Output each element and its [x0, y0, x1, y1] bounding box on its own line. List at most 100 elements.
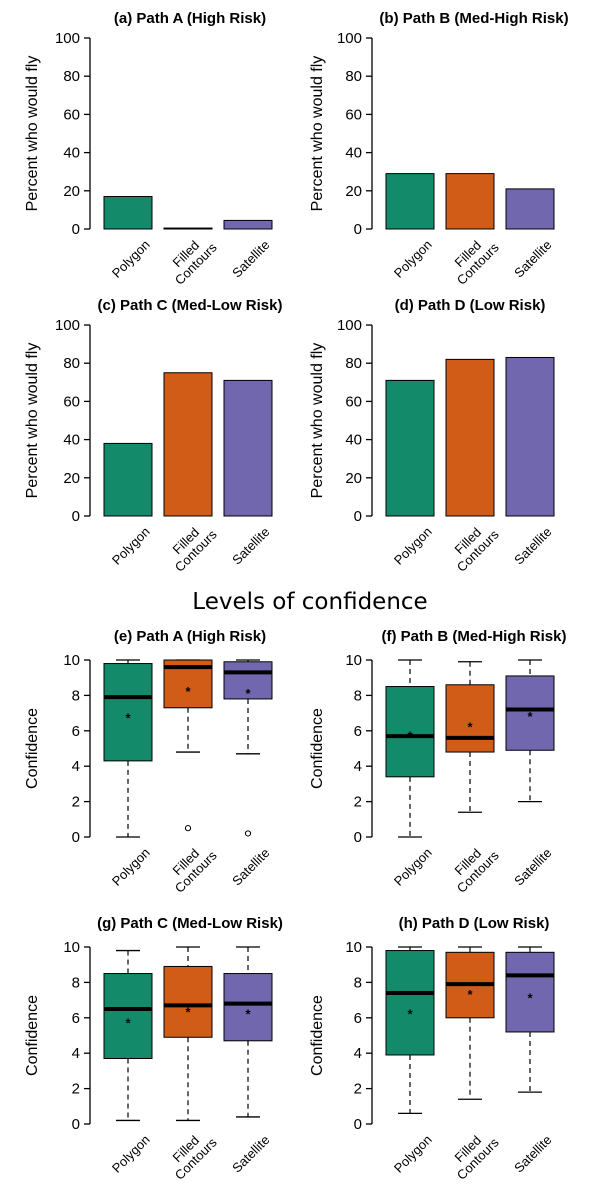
y-tick-label: 8 [72, 974, 80, 991]
y-tick-label: 4 [72, 758, 80, 775]
y-tick-label: 60 [345, 106, 362, 123]
category-label: FilledContours [162, 1125, 220, 1183]
category-label: FilledContours [162, 838, 220, 896]
box [445, 684, 495, 753]
y-tick-label: 80 [63, 355, 80, 372]
y-tick-label: 0 [72, 508, 80, 525]
category-label: FilledContours [444, 230, 502, 288]
category-label: Polygon [109, 1132, 153, 1176]
y-tick-label: 0 [354, 829, 362, 846]
y-tick-label: 6 [354, 1010, 362, 1027]
panel-b: (b) Path B (Med-High Risk) 0 20 40 60 80 100 Pe… [309, 10, 569, 288]
bar [385, 173, 435, 230]
y-axis-label: Percent who would fly [309, 343, 326, 499]
category-label: Polygon [391, 845, 435, 889]
category-label: Satellite [229, 845, 272, 888]
y-axis-label: Percent who would fly [24, 56, 41, 212]
section-title: Levels of confidence [192, 589, 427, 615]
y-tick-label: 0 [72, 221, 80, 238]
y-tick-label: 40 [63, 432, 80, 449]
y-tick-label: 20 [63, 183, 80, 200]
y-axis-label: Confidence [24, 995, 41, 1076]
y-tick-label: 80 [345, 68, 362, 85]
panel-title: (a) Path A (High Risk) [114, 10, 266, 27]
category-label: FilledContours [162, 230, 220, 288]
y-tick-label: 60 [63, 106, 80, 123]
y-tick-label: 4 [72, 1045, 80, 1062]
y-tick-label: 80 [345, 355, 362, 372]
panel-title: (f) Path B (Med-High Risk) [382, 628, 567, 645]
category-label: Satellite [511, 237, 554, 280]
category-label: FilledContours [444, 838, 502, 896]
bar [223, 379, 273, 517]
y-tick-label: 4 [354, 1045, 362, 1062]
mean-marker: * [527, 991, 533, 1006]
category-label: FilledContours [444, 1125, 502, 1183]
bar [163, 227, 213, 230]
y-tick-label: 40 [63, 145, 80, 162]
panel-title: (g) Path C (Med-Low Risk) [97, 915, 283, 932]
y-tick-label: 6 [72, 1010, 80, 1027]
category-label: Polygon [391, 524, 435, 568]
y-tick-label: 20 [63, 470, 80, 487]
bar [103, 442, 153, 517]
mean-marker: * [245, 686, 251, 701]
category-label: Satellite [229, 524, 272, 567]
panel-c: (c) Path C (Med-Low Risk) 0 20 40 60 80 100 Per… [24, 297, 283, 575]
panel-a: (a) Path A (High Risk) 0 20 40 60 80 100 Percen… [24, 10, 273, 288]
mean-marker: * [185, 1005, 191, 1020]
y-axis-label: Confidence [309, 708, 326, 789]
y-tick-label: 20 [345, 183, 362, 200]
category-label: FilledContours [444, 517, 502, 575]
y-tick-label: 10 [345, 939, 362, 956]
bar [505, 356, 555, 517]
category-label: Polygon [109, 524, 153, 568]
mean-marker: * [407, 728, 413, 743]
mean-marker: * [467, 987, 473, 1002]
panel-e: (e) Path A (High Risk) 0 2 4 6 8 10 Confidence *… [24, 628, 273, 896]
y-tick-label: 10 [345, 652, 362, 669]
box [103, 663, 153, 762]
category-label: FilledContours [162, 517, 220, 575]
y-tick-label: 2 [72, 1081, 80, 1098]
y-tick-label: 4 [354, 758, 362, 775]
y-tick-label: 0 [72, 1116, 80, 1133]
mean-marker: * [407, 1006, 413, 1021]
y-tick-label: 100 [337, 317, 362, 334]
y-tick-label: 10 [63, 652, 80, 669]
mean-marker: * [125, 711, 131, 726]
y-tick-label: 2 [354, 794, 362, 811]
y-tick-label: 20 [345, 470, 362, 487]
category-label: Satellite [511, 845, 554, 888]
y-tick-label: 100 [55, 317, 80, 334]
category-label: Satellite [229, 237, 272, 280]
category-label: Satellite [511, 524, 554, 567]
y-axis-label: Confidence [24, 708, 41, 789]
y-tick-label: 80 [63, 68, 80, 85]
outlier-point [244, 830, 252, 837]
panel-d: (d) Path D (Low Risk) 0 20 40 60 80 100 Percent… [309, 297, 555, 575]
panel-title: (h) Path D (Low Risk) [399, 915, 550, 932]
box [385, 950, 435, 1056]
category-label: Polygon [391, 1132, 435, 1176]
mean-marker: * [185, 684, 191, 699]
y-tick-label: 6 [72, 723, 80, 740]
y-tick-label: 10 [63, 939, 80, 956]
panel-g: (g) Path C (Med-Low Risk) 0 2 4 6 8 10 Confiden… [24, 915, 283, 1183]
y-tick-label: 0 [354, 1116, 362, 1133]
panel-h: (h) Path D (Low Risk) 0 2 4 6 8 10 Confidence * P… [309, 915, 555, 1183]
y-axis-label: Percent who would fly [309, 56, 326, 212]
bar [445, 173, 495, 230]
y-tick-label: 0 [354, 508, 362, 525]
box [505, 951, 555, 1033]
category-label: Satellite [229, 1132, 272, 1175]
outlier-point [184, 825, 192, 832]
y-tick-label: 2 [72, 794, 80, 811]
y-axis-label: Percent who would fly [24, 343, 41, 499]
box [163, 965, 213, 1038]
bar [385, 379, 435, 517]
y-tick-label: 100 [337, 30, 362, 47]
bar [103, 196, 153, 230]
y-tick-label: 2 [354, 1081, 362, 1098]
